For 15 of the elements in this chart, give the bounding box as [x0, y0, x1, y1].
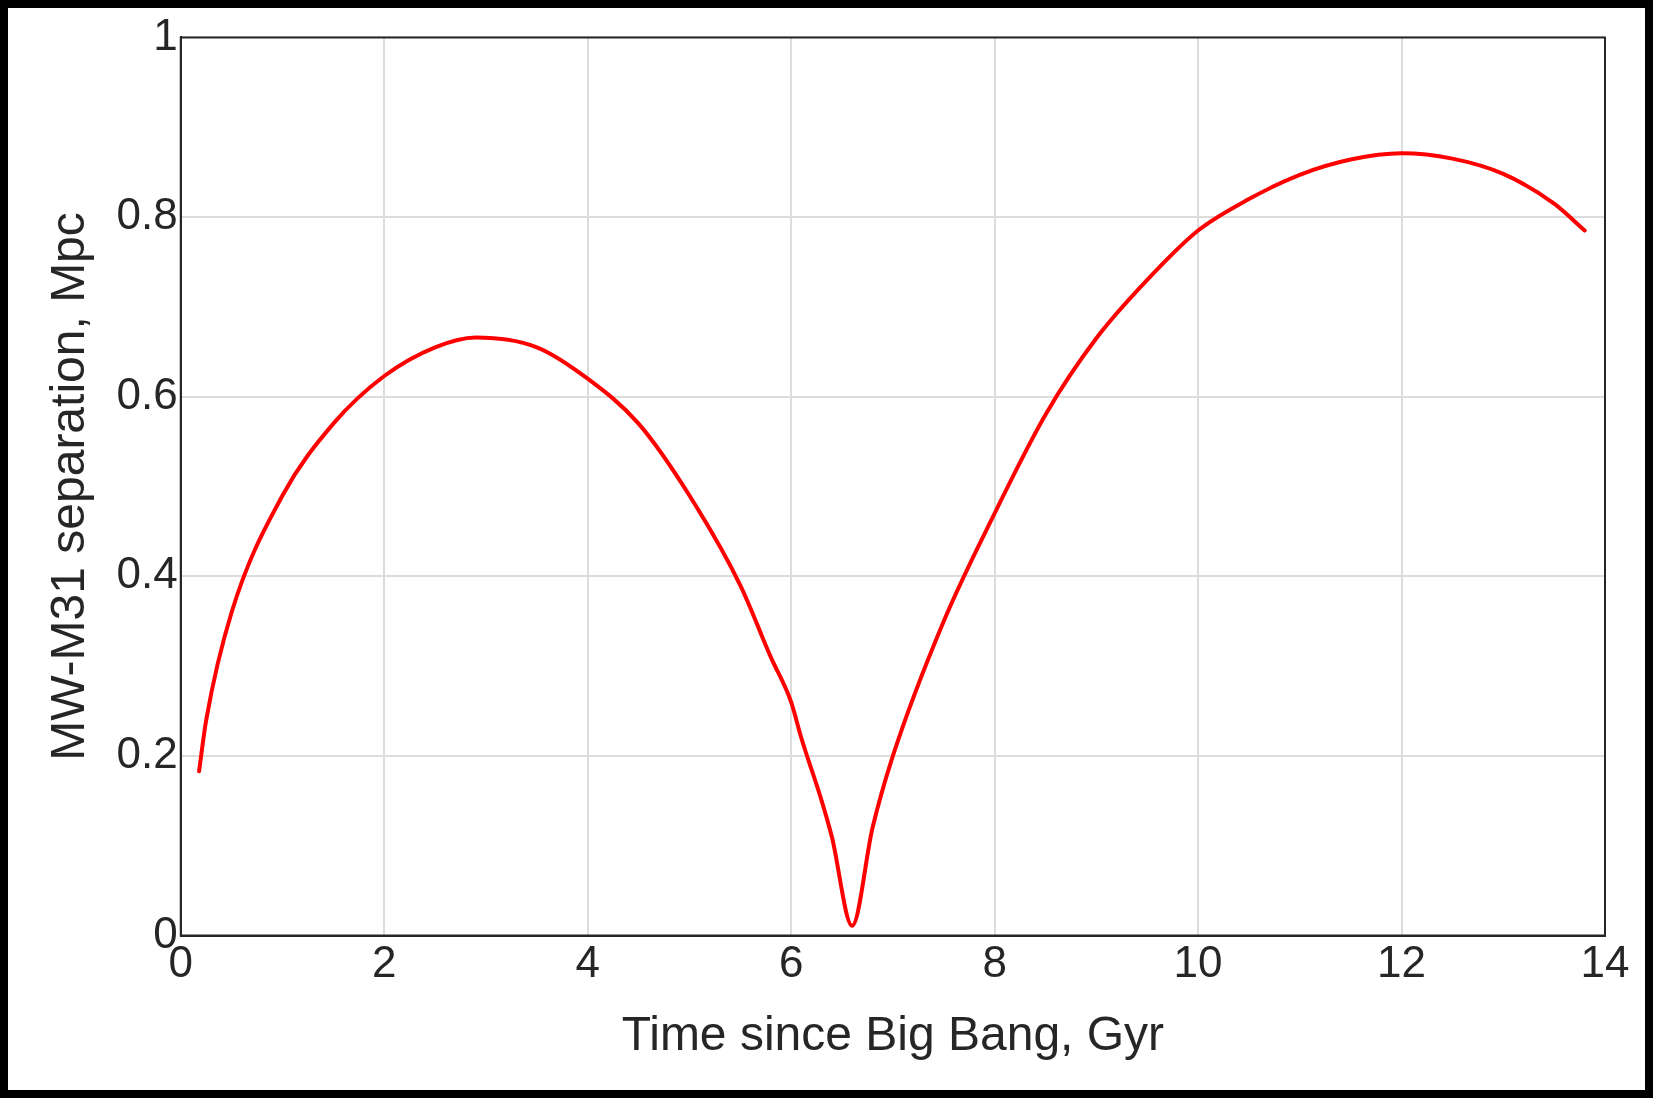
- y-tick-label: 0.8: [116, 189, 178, 239]
- y-tick-label: 0.6: [116, 368, 178, 418]
- y-tick-label: 0.2: [116, 728, 178, 778]
- x-tick-label: 8: [982, 937, 1007, 987]
- line-series: [197, 151, 1587, 928]
- x-tick-label: 2: [371, 937, 397, 987]
- y-tick-label: 0.4: [116, 548, 178, 598]
- x-tick-label: 10: [1173, 937, 1223, 987]
- x-tick-label: 12: [1377, 937, 1427, 987]
- x-tick-label: 6: [778, 937, 804, 987]
- x-tick-label: 4: [575, 937, 600, 987]
- x-tick-label: 14: [1580, 937, 1630, 987]
- x-axis-title: Time since Big Bang, Gyr: [621, 1007, 1165, 1061]
- y-tick-label: 1: [153, 9, 178, 59]
- y-axis-title: MW-M31 separation, Mpc: [41, 212, 95, 761]
